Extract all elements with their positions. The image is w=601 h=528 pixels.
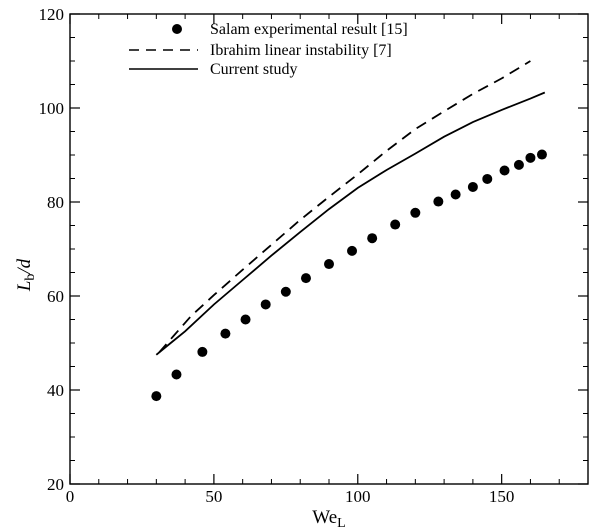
y-axis-label-sub: b [23, 274, 38, 281]
y-tick-label: 100 [39, 99, 65, 118]
data-point-salam [467, 181, 478, 192]
plot-frame [69, 13, 589, 485]
data-point-salam [367, 233, 378, 244]
data-point-salam [220, 328, 231, 339]
y-axis-label-main: L [14, 281, 35, 293]
x-axis-label-main: We [312, 507, 337, 528]
data-point-salam [260, 299, 271, 310]
data-point-salam [240, 314, 251, 325]
legend-label-current: Current study [210, 61, 298, 78]
legend-label-ibrahim: Ibrahim linear instability [7] [210, 42, 392, 59]
series-line-current [155, 91, 546, 356]
y-tick-label: 40 [47, 381, 64, 400]
data-point-salam [300, 273, 311, 284]
data-point-salam [536, 149, 547, 160]
data-point-salam [482, 173, 493, 184]
data-point-salam [324, 259, 334, 270]
data-point-salam [525, 152, 536, 163]
y-tick-label: 120 [39, 5, 65, 24]
y-axis-label: Lb/d [14, 258, 38, 292]
y-tick-label: 20 [47, 475, 64, 494]
legend-marker-salam [172, 24, 182, 34]
data-point-salam [280, 286, 291, 297]
axis-ticks [69, 13, 588, 485]
series-salam [151, 149, 547, 402]
y-tick-label: 80 [47, 193, 64, 212]
data-point-salam [410, 207, 421, 218]
data-point-salam [513, 159, 524, 170]
x-tick-label: 50 [205, 487, 222, 506]
data-point-salam [499, 165, 510, 176]
x-tick-label: 0 [66, 487, 75, 506]
x-tick-label: 150 [489, 487, 515, 506]
y-tick-label: 60 [47, 287, 64, 306]
series-layer [151, 60, 547, 402]
data-point-salam [390, 219, 401, 230]
data-point-salam [433, 196, 444, 207]
data-point-salam [347, 245, 358, 256]
series-line-ibrahim [158, 60, 531, 353]
data-point-salam [171, 369, 182, 380]
data-point-salam [450, 189, 461, 200]
legend-label-salam: Salam experimental result [15] [210, 21, 408, 38]
x-axis-label-sub: L [337, 516, 346, 528]
data-point-salam [151, 391, 162, 402]
axis-tick-labels: 0 50 100 150 20 40 60 80 100 120 [39, 5, 515, 506]
y-axis-label-rest: /d [14, 258, 35, 274]
legend: Salam experimental result [15] Ibrahim l… [129, 21, 408, 78]
x-tick-label: 100 [345, 487, 371, 506]
x-axis-label: WeL [312, 507, 345, 528]
data-point-salam [197, 346, 208, 357]
